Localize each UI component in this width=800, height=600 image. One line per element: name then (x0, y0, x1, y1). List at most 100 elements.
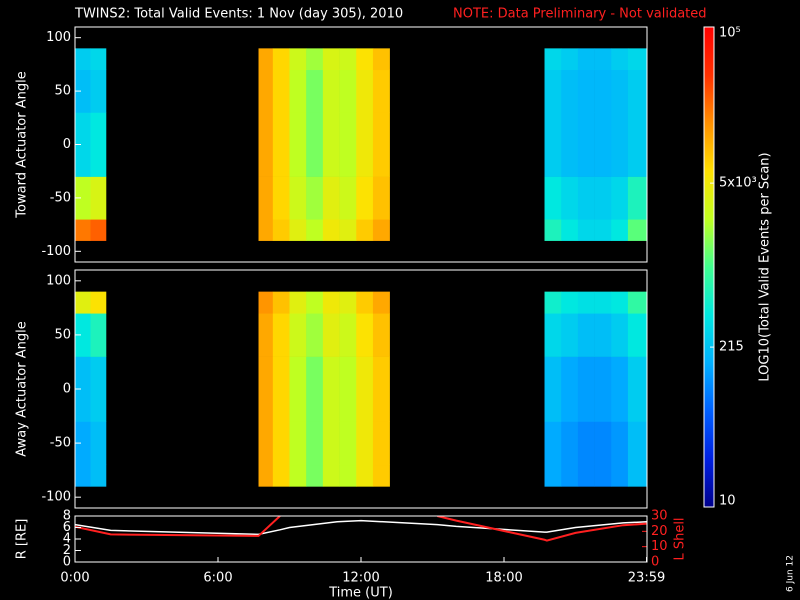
heat-cell (339, 48, 357, 71)
heat-cell (289, 176, 307, 220)
heat-cell (627, 219, 647, 241)
y2-tick-label: 0 (651, 555, 659, 570)
heat-cell (577, 291, 595, 314)
y-axis-label: Toward Actuator Angle (15, 71, 30, 218)
colorbar-tick-label: 10 (719, 494, 736, 509)
heat-cell (561, 69, 579, 113)
y-tick-label: 4 (63, 532, 71, 547)
heat-cell (272, 219, 290, 241)
heat-cell (258, 291, 274, 314)
heat-cell (627, 291, 647, 314)
heat-cell (372, 291, 390, 314)
heat-cell (322, 291, 340, 314)
y-tick-label: 2 (63, 543, 71, 558)
heat-cell (594, 176, 612, 220)
heat-cell (561, 421, 579, 466)
heat-cell (611, 356, 629, 422)
heat-cell (356, 176, 374, 220)
y-tick-label: 8 (63, 509, 71, 524)
heat-cell (272, 356, 290, 422)
heat-cell (594, 219, 612, 241)
heat-cell (356, 356, 374, 422)
y-axis-label: Away Actuator Angle (15, 321, 30, 456)
heat-cell (322, 464, 340, 487)
heat-cell (306, 69, 324, 113)
x-tick-label: 12:00 (342, 571, 379, 586)
heat-cell (289, 291, 307, 314)
heat-cell (356, 219, 374, 241)
y-tick-label: 0 (63, 137, 71, 152)
y-tick-label: 0 (63, 555, 71, 570)
heat-cell (306, 48, 324, 71)
heat-cell (90, 421, 107, 466)
heat-cell (611, 291, 629, 314)
heat-cell (339, 356, 357, 422)
colorbar-tick-label: 10⁵ (719, 26, 741, 41)
heat-cell (90, 291, 107, 314)
y2-tick-label: 30 (651, 509, 668, 524)
heat-cell (289, 48, 307, 71)
plot-frame (74, 26, 648, 263)
heat-cell (90, 313, 107, 357)
heat-cell (258, 313, 274, 357)
colorbar (703, 26, 715, 508)
plot-area (75, 516, 647, 542)
heat-cell (372, 464, 390, 487)
heat-cell (372, 69, 390, 113)
y2-axis-label: L Shell (673, 517, 688, 560)
heat-cell (594, 291, 612, 314)
heat-cell (258, 421, 274, 466)
heat-cell (258, 464, 274, 487)
heat-cell (544, 464, 562, 487)
heat-cell (306, 219, 324, 241)
plot-frame (74, 269, 648, 509)
plot-frame (74, 515, 648, 563)
heat-cell (372, 112, 390, 177)
heat-cell (611, 48, 629, 71)
series-line (75, 519, 647, 536)
heat-cell (372, 421, 390, 466)
heat-cell (322, 112, 340, 177)
heat-cell (627, 69, 647, 113)
heat-cell (90, 112, 107, 177)
heat-cell (594, 313, 612, 357)
heat-cell (627, 48, 647, 71)
y-tick-label: 100 (46, 30, 71, 45)
heat-cell (289, 219, 307, 241)
heat-cell (339, 219, 357, 241)
heat-cell (322, 176, 340, 220)
heat-cell (322, 421, 340, 466)
heat-cell (611, 112, 629, 177)
heat-cell (577, 48, 595, 71)
colorbar-label: LOG10(Total Valid Events per Scan) (758, 152, 773, 381)
heat-cell (561, 112, 579, 177)
date-stamp: 6 Jun 12 (786, 555, 796, 592)
heat-cell (561, 291, 579, 314)
heat-cell (272, 421, 290, 466)
heat-cell (339, 112, 357, 177)
heat-cell (544, 219, 562, 241)
heat-cell (258, 48, 274, 71)
heat-cell (356, 464, 374, 487)
heat-cell (289, 112, 307, 177)
heat-cell (289, 421, 307, 466)
heat-cell (322, 356, 340, 422)
heat-cell (577, 219, 595, 241)
heat-cell (90, 69, 107, 113)
heat-cell (544, 421, 562, 466)
heat-cell (561, 464, 579, 487)
plot-area (75, 291, 647, 487)
heat-cell (544, 69, 562, 113)
heat-cell (306, 313, 324, 357)
heat-cell (306, 464, 324, 487)
heat-cell (322, 219, 340, 241)
heat-cell (611, 176, 629, 220)
colorbar-tick-label: 215 (719, 340, 744, 355)
heat-cell (289, 464, 307, 487)
heat-cell (594, 69, 612, 113)
heat-cell (339, 69, 357, 113)
heat-cell (544, 356, 562, 422)
heat-cell (561, 48, 579, 71)
y-axis-label: R [RE] (15, 519, 30, 560)
heat-cell (339, 291, 357, 314)
